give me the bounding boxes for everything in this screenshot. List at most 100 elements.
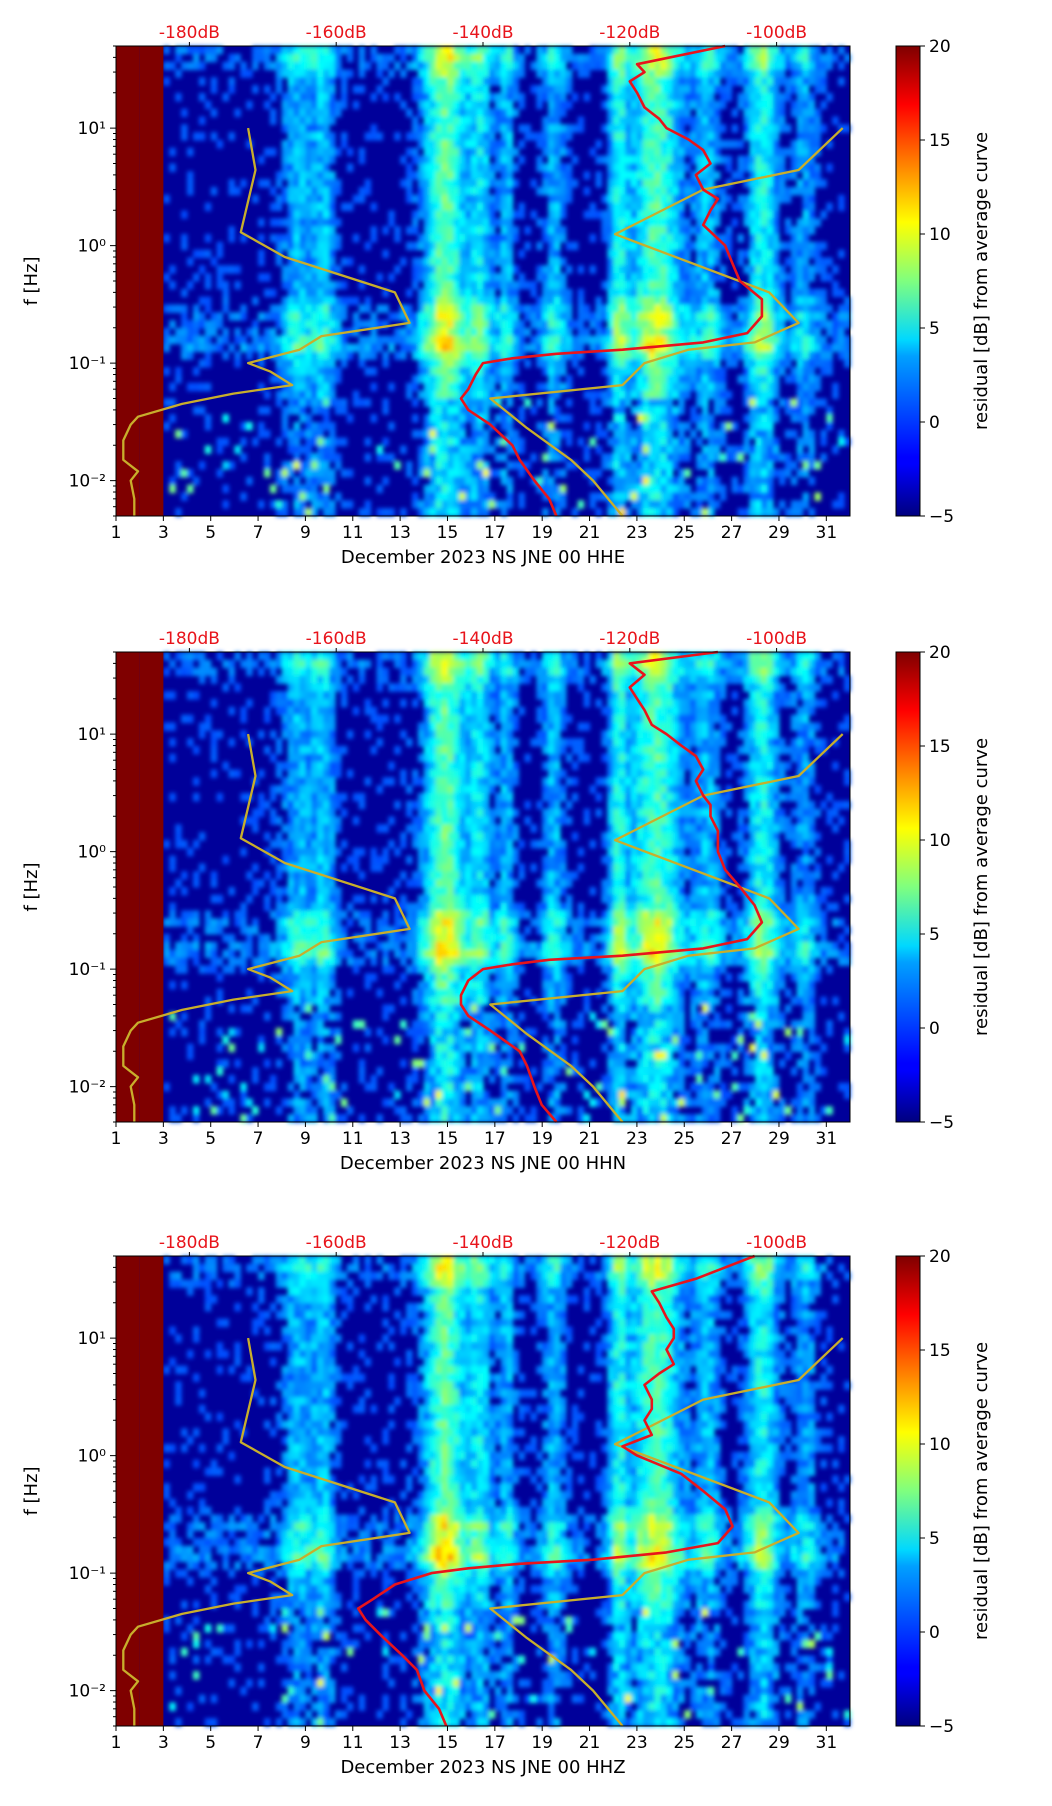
heatmap-cell	[613, 500, 620, 509]
heatmap-cell	[494, 304, 502, 313]
heatmap-cell	[790, 343, 798, 353]
heatmap-cell	[483, 93, 490, 102]
heatmap-cell	[696, 85, 703, 94]
heatmap-cell	[749, 367, 756, 376]
heatmap-cell	[524, 46, 531, 55]
heatmap-cell	[429, 187, 437, 196]
heatmap-cell	[548, 187, 555, 196]
heatmap-cell	[287, 714, 295, 724]
heatmap-cell	[459, 171, 466, 180]
heatmap-cell	[222, 949, 229, 959]
heatmap-cell	[264, 328, 271, 337]
heatmap-cell	[228, 934, 235, 943]
heatmap-cell	[435, 187, 443, 196]
heatmap-cell	[672, 288, 679, 298]
heatmap-cell	[483, 273, 490, 282]
heatmap-cell	[737, 343, 744, 353]
heatmap-cell	[660, 351, 668, 360]
heatmap-cell	[678, 304, 685, 313]
heatmap-cell	[210, 187, 218, 196]
heatmap-cell	[423, 179, 431, 188]
heatmap-cell	[269, 61, 277, 71]
heatmap-cell	[412, 500, 419, 509]
heatmap-cell	[755, 500, 762, 509]
heatmap-cell	[808, 249, 816, 259]
heatmap-cell	[631, 187, 638, 196]
heatmap-cell	[619, 61, 626, 71]
heatmap-cell	[613, 281, 620, 290]
heatmap-cell	[684, 93, 691, 102]
heatmap-cell	[287, 659, 295, 669]
heatmap-cell	[252, 816, 259, 825]
heatmap-cell	[554, 265, 561, 274]
heatmap-cell	[554, 335, 561, 345]
heatmap-cell	[311, 140, 318, 149]
heatmap-cell	[275, 304, 283, 313]
heatmap-cell	[441, 359, 449, 368]
heatmap-cell	[518, 445, 525, 454]
heatmap-cell	[690, 100, 697, 110]
heatmap-cell	[506, 320, 514, 329]
heatmap-cell	[447, 249, 454, 259]
heatmap-cell	[678, 351, 685, 360]
heatmap-cell	[483, 406, 490, 415]
heatmap-cell	[293, 46, 301, 55]
heatmap-cell	[666, 492, 673, 501]
heatmap-cell	[447, 140, 454, 149]
heatmap-cell	[707, 93, 715, 102]
heatmap-cell	[684, 375, 691, 384]
heatmap-cell	[660, 194, 668, 204]
heatmap-cell	[696, 320, 703, 329]
heatmap-cell	[761, 202, 768, 212]
heatmap-cell	[820, 398, 827, 407]
heatmap-cell	[707, 461, 715, 470]
heatmap-cell	[796, 281, 804, 290]
heatmap-cell	[625, 179, 632, 188]
heatmap-cell	[660, 69, 668, 78]
heatmap-cell	[743, 100, 750, 110]
heatmap-cell	[607, 132, 614, 141]
heatmap-cell	[506, 367, 514, 376]
heatmap-cell	[796, 132, 804, 141]
heatmap-cell	[293, 988, 301, 998]
heatmap-cell	[713, 288, 721, 298]
heatmap-cell	[672, 445, 679, 454]
heatmap-cell	[299, 800, 306, 810]
heatmap-cell	[305, 202, 312, 212]
heatmap-cell	[163, 328, 170, 337]
heatmap-cell	[317, 375, 324, 384]
heatmap-cell	[281, 675, 289, 684]
heatmap-cell	[672, 406, 679, 415]
heatmap-cell	[595, 422, 602, 431]
heatmap-cell	[169, 863, 176, 872]
heatmap-cell	[666, 210, 673, 219]
heatmap-cell	[743, 312, 750, 321]
heatmap-cell	[554, 179, 561, 188]
heatmap-cell	[542, 265, 549, 274]
heatmap-cell	[252, 887, 259, 896]
heatmap-cell	[465, 163, 472, 172]
heatmap-cell	[394, 234, 401, 243]
heatmap-cell	[258, 1043, 265, 1053]
heatmap-cell	[607, 77, 614, 86]
heatmap-cell	[287, 93, 295, 102]
heatmap-cell	[193, 652, 200, 661]
heatmap-cell	[222, 304, 229, 313]
heatmap-cell	[465, 100, 472, 110]
heatmap-cell	[506, 194, 514, 204]
heatmap-cell	[287, 722, 295, 731]
heatmap-cell	[323, 437, 330, 447]
heatmap-cell	[642, 100, 650, 110]
heatmap-cell	[619, 155, 626, 165]
heatmap-cell	[488, 320, 496, 329]
heatmap-cell	[346, 500, 354, 509]
heatmap-cell	[743, 414, 750, 423]
heatmap-cell	[512, 296, 520, 306]
heatmap-cell	[477, 46, 484, 55]
heatmap-cell	[471, 140, 478, 149]
heatmap-cell	[417, 155, 425, 165]
heatmap-cell	[761, 437, 768, 447]
heatmap-cell	[187, 949, 194, 959]
heatmap-cell	[198, 265, 206, 274]
heatmap-cell	[542, 312, 549, 321]
